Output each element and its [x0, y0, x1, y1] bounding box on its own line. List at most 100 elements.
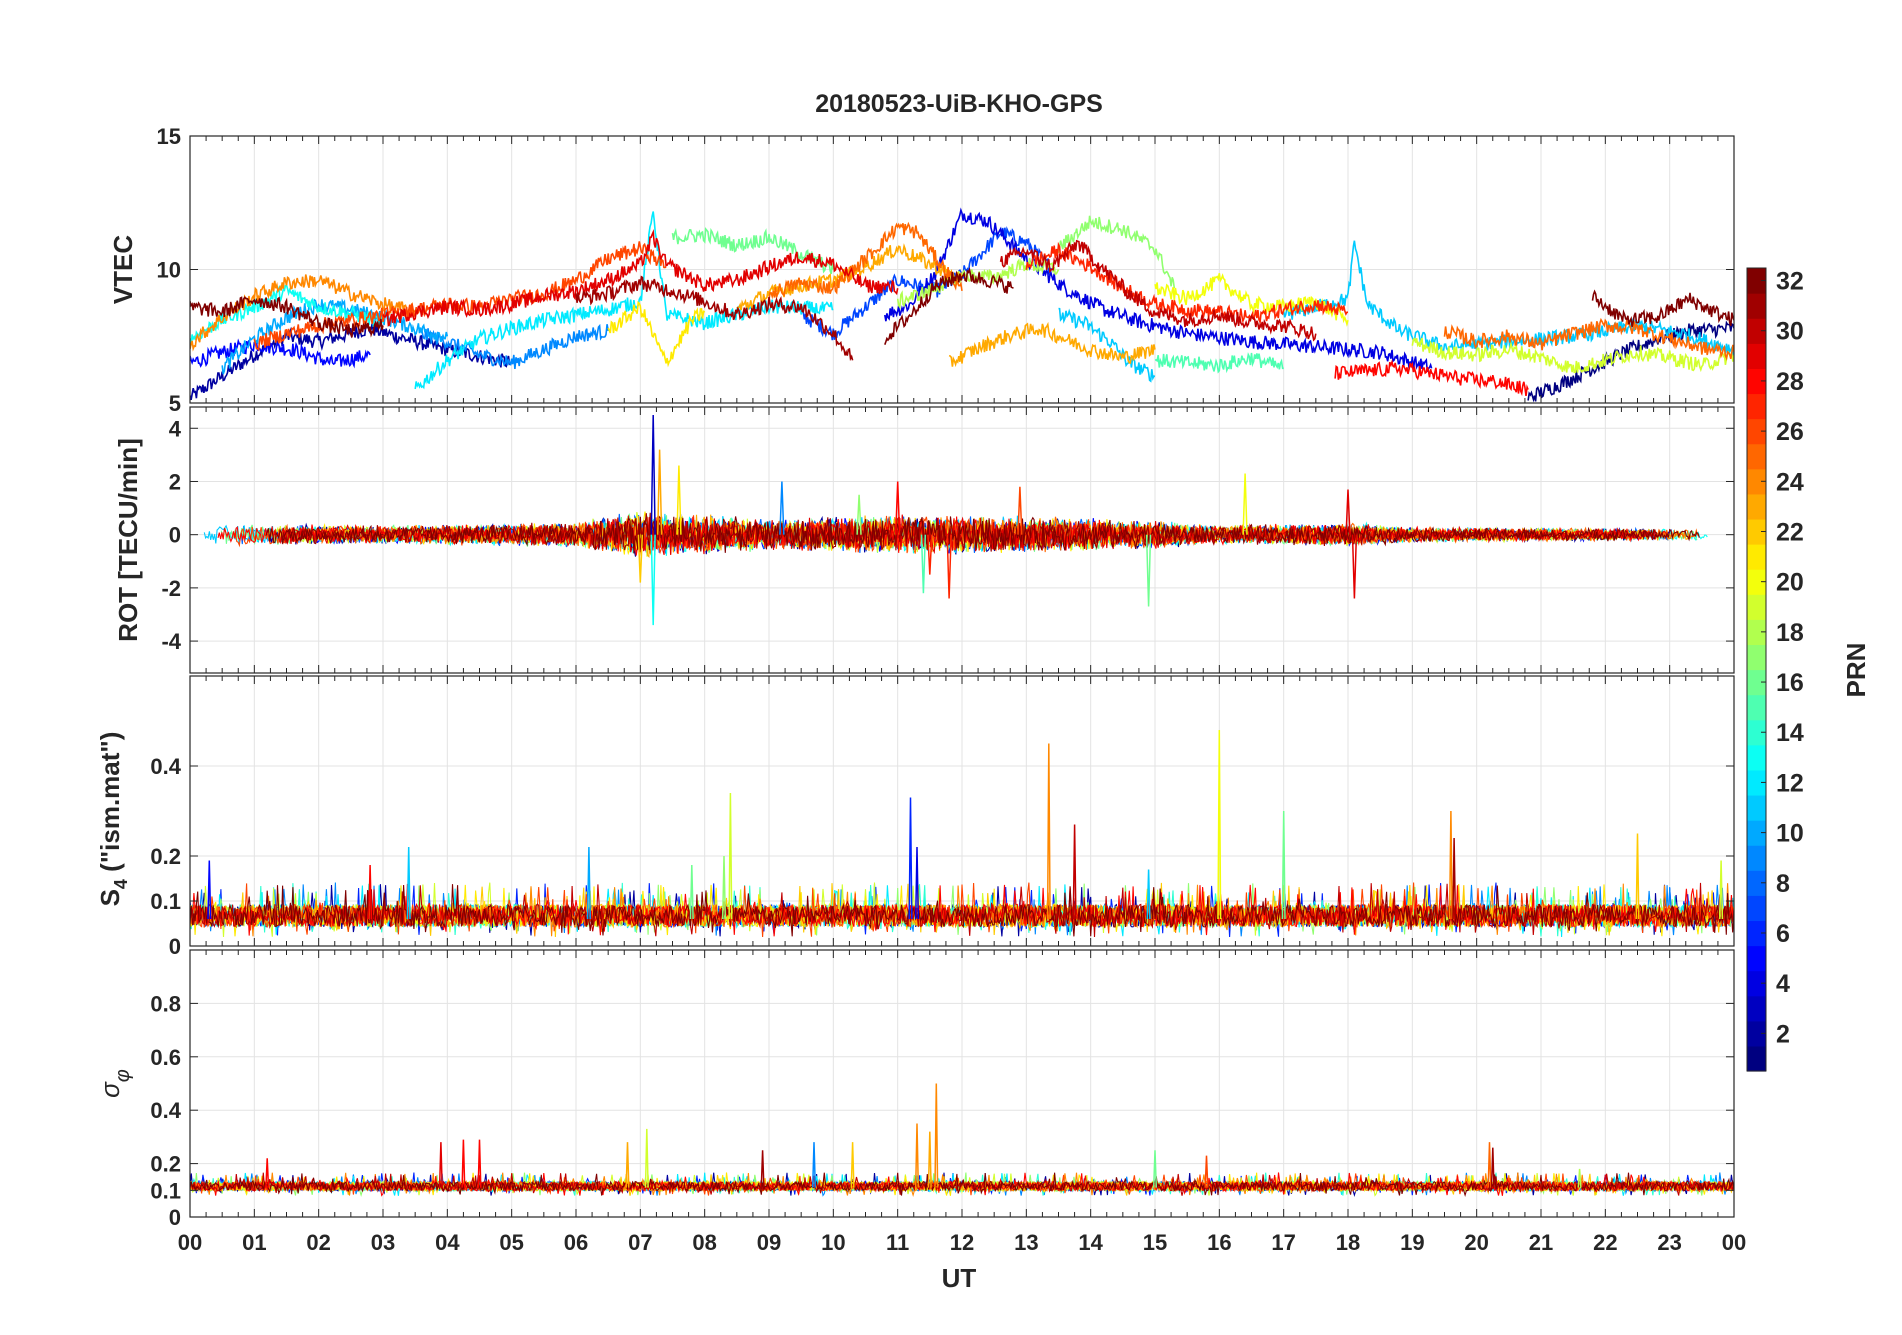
- colorbar-tick-label: 26: [1776, 418, 1804, 446]
- s4-spike: [1281, 810, 1286, 920]
- y-ticks: 0 0.1 0.2 0.4: [150, 754, 1734, 959]
- y-tick-label: 0.4: [150, 754, 181, 779]
- x-tick-label: 16: [1207, 1230, 1231, 1255]
- vtec-series-prn-1: [1527, 320, 1734, 403]
- rot-spike: [946, 534, 952, 599]
- rot-spike: [650, 414, 656, 535]
- y-axis-label-main: S: [95, 889, 125, 906]
- panel-data: [190, 729, 1734, 938]
- colorbar-segment: [1747, 719, 1766, 746]
- y-ticks: -4 -2 0 2 4: [161, 416, 1734, 654]
- vtec-series-prn-5: [190, 338, 371, 369]
- x-tick-labels: 00 01 02 03 04 05 06 07 08 09 10 11 12 13 14 15 16 17 18 19…: [178, 1230, 1746, 1255]
- sigma-spike: [461, 1139, 466, 1188]
- rot-spike: [676, 465, 682, 535]
- colorbar-segment: [1747, 493, 1766, 520]
- colorbar-segment: [1747, 1045, 1766, 1072]
- s4-series-prn-32: [190, 884, 1734, 937]
- x-tick-label: 00: [1722, 1230, 1746, 1255]
- rot-spike: [637, 534, 644, 583]
- y-axis-label: ROT [TECU/min]: [113, 438, 143, 642]
- x-tick-label: 09: [757, 1230, 781, 1255]
- y-axis-label-rest: ("ism.mat"): [95, 732, 125, 879]
- panel-vtec: 5 10 15 VTEC: [108, 124, 1735, 416]
- colorbar-segment: [1747, 995, 1766, 1022]
- y-axis-label: VTEC: [108, 235, 138, 305]
- x-tick-label: 00: [178, 1230, 202, 1255]
- rot-spike: [927, 534, 933, 575]
- y-tick-label: 0: [169, 1205, 181, 1230]
- colorbar-segment: [1747, 268, 1766, 294]
- colorbar-segment: [1747, 418, 1766, 445]
- s4-spike: [914, 846, 920, 920]
- s4-spike: [1046, 743, 1051, 920]
- vtec-series-prn-9: [420, 323, 609, 369]
- x-ticks: [189, 950, 1735, 1217]
- colorbar-segment: [1747, 293, 1766, 319]
- colorbar-tick-label: 4: [1776, 970, 1790, 998]
- s4-spike: [1719, 860, 1724, 920]
- rot-spike: [1017, 486, 1023, 535]
- x-tick-label: 14: [1078, 1230, 1103, 1255]
- colorbar-segment: [1747, 945, 1766, 972]
- colorbar-tick-label: 18: [1776, 619, 1804, 647]
- colorbar-segment: [1747, 619, 1766, 646]
- sigma-spike: [850, 1142, 855, 1188]
- y-axis-label-subscript: 4: [111, 879, 131, 889]
- colorbar-segment: [1747, 870, 1766, 896]
- vtec-series-prn-25: [768, 221, 963, 300]
- colorbar-tick-label: 14: [1776, 719, 1804, 747]
- y-axis-label: S4 ("ism.mat"): [95, 732, 131, 907]
- y-tick-label: 10: [157, 258, 181, 283]
- sigma-spike: [934, 1083, 939, 1188]
- y-tick-label: -4: [161, 629, 181, 654]
- vtec-series-prn-19: [1411, 337, 1734, 374]
- sigma-spike: [1490, 1147, 1495, 1188]
- x-tick-label: 21: [1529, 1230, 1553, 1255]
- s4-spike: [721, 855, 727, 920]
- vtec-series-prn-23: [736, 243, 963, 311]
- panel-s4: 0 0.1 0.2 0.4 S4 ("ism.mat"): [95, 675, 1735, 959]
- vtec-series-prn-12: [414, 211, 834, 390]
- vtec-series-prn-4: [884, 207, 1433, 372]
- y-tick-label: 0.2: [150, 1152, 181, 1177]
- y-ticks: 5 10 15: [157, 124, 1734, 416]
- x-ticks: [189, 407, 1735, 673]
- colorbar-tick-label: 30: [1776, 318, 1804, 346]
- sigma-spike: [644, 1128, 649, 1188]
- sigma-spike: [625, 1142, 630, 1188]
- y-tick-label: 0.4: [150, 1098, 181, 1123]
- colorbar-segment: [1747, 569, 1766, 595]
- colorbar-label: PRN: [1841, 643, 1871, 698]
- x-tick-label: 03: [371, 1230, 395, 1255]
- rot-spike: [1145, 534, 1152, 607]
- x-tick-label: 02: [306, 1230, 330, 1255]
- x-ticks: [189, 136, 1735, 403]
- rot-spike: [920, 534, 927, 594]
- sigma-spike: [927, 1131, 932, 1188]
- colorbar-tick-label: 24: [1776, 468, 1804, 496]
- s4-spike: [1448, 810, 1453, 920]
- panel-data: [203, 414, 1708, 626]
- y-axis-label: σφ: [95, 1069, 134, 1098]
- y-tick-label: 2: [169, 469, 181, 494]
- colorbar-segment: [1747, 769, 1766, 796]
- sigma-spike: [1577, 1168, 1582, 1188]
- sigma-spike: [1204, 1155, 1209, 1188]
- colorbar-segment: [1747, 794, 1766, 821]
- x-tick-label: 06: [564, 1230, 588, 1255]
- x-tick-label: 19: [1400, 1230, 1424, 1255]
- y-tick-label: 0.1: [150, 1178, 181, 1203]
- sigma-spike: [1152, 1150, 1158, 1188]
- colorbar-segment: [1747, 343, 1766, 369]
- vtec-series-prn-11: [1058, 307, 1156, 383]
- x-tick-label: 11: [886, 1230, 909, 1255]
- x-tick-label: 13: [1014, 1230, 1038, 1255]
- colorbar-segment: [1747, 970, 1766, 997]
- y-tick-label: 0.2: [150, 844, 181, 869]
- x-tick-label: 01: [242, 1230, 266, 1255]
- colorbar-segment: [1747, 518, 1766, 545]
- vtec-series-prn-20: [1154, 273, 1349, 327]
